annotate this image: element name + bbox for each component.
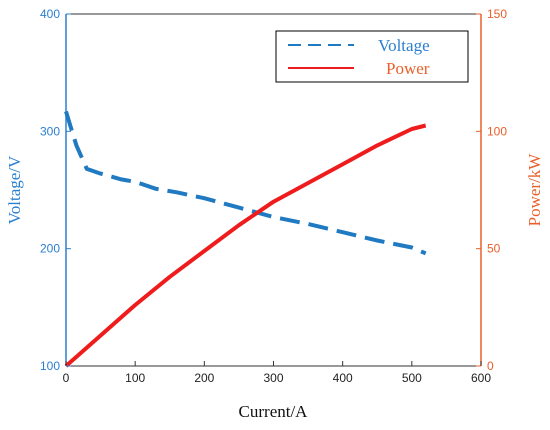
- y-left-tick-label: 200: [40, 242, 60, 256]
- x-tick-label: 400: [333, 371, 353, 385]
- x-tick-label: 500: [402, 371, 422, 385]
- y-left-tick-label: 300: [40, 124, 60, 138]
- legend-power-label: Power: [386, 59, 430, 78]
- y-right-tick-label: 150: [487, 7, 507, 21]
- y-right-tick-label: 100: [487, 124, 507, 138]
- legend-voltage-label: Voltage: [378, 36, 430, 55]
- x-tick-label: 0: [63, 371, 70, 385]
- x-tick-label: 300: [263, 371, 283, 385]
- x-tick-label: 100: [125, 371, 145, 385]
- y-axis-right-label: Power/kW: [525, 153, 544, 227]
- power-series-line: [64, 123, 427, 368]
- y-right-tick-label: 0: [487, 359, 494, 373]
- x-tick-label: 600: [471, 371, 491, 385]
- y-right-tick-label: 50: [487, 242, 501, 256]
- y-left-tick-label: 400: [40, 7, 60, 21]
- y-axis-left-label: Voltage/V: [5, 155, 24, 224]
- series-layer: [64, 110, 427, 368]
- y-left-tick-label: 100: [40, 359, 60, 373]
- legend: Voltage Power: [275, 30, 469, 83]
- x-axis-label: Current/A: [239, 402, 309, 421]
- legend-box: [275, 30, 469, 83]
- x-tick-label: 200: [194, 371, 214, 385]
- voltage-series-line: [64, 110, 427, 256]
